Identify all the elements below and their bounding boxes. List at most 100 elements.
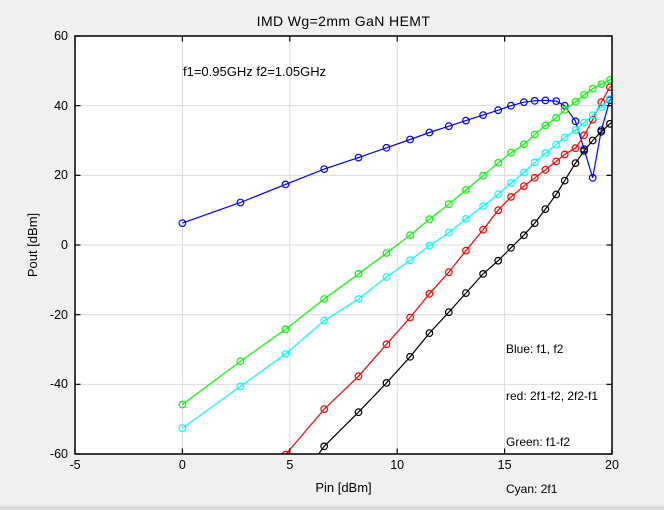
data-marker (588, 111, 597, 119)
y-tick-label: -40 (49, 377, 68, 392)
data-marker (530, 96, 539, 105)
plot-title: IMD Wg=2mm GaN HEMT (256, 13, 431, 29)
data-marker (479, 225, 488, 234)
data-marker (494, 158, 503, 167)
data-marker (178, 219, 187, 228)
legend-line-green: Green: f1-f2 (506, 435, 571, 449)
data-marker (494, 190, 503, 199)
data-marker (606, 76, 612, 84)
data-marker (406, 313, 415, 322)
data-marker (552, 97, 561, 105)
data-marker (444, 308, 453, 317)
data-marker (354, 270, 363, 278)
data-marker (354, 295, 363, 303)
data-marker (320, 165, 329, 174)
data-marker (406, 135, 415, 144)
data-marker (541, 121, 550, 130)
legend-line-red: red: 2f1-f2, 2f2-f1 (506, 388, 599, 403)
data-marker (444, 228, 453, 237)
x-axis-label: Pin [dBm] (315, 480, 372, 495)
window-bottom-edge (0, 506, 664, 510)
data-marker (444, 268, 453, 277)
data-marker (560, 176, 569, 185)
data-marker (382, 340, 391, 349)
data-marker (406, 256, 415, 265)
x-tick-label: 0 (178, 458, 186, 472)
series-line-f1-f2 (182, 77, 612, 405)
data-marker (236, 198, 245, 207)
data-marker (619, 111, 626, 118)
data-marker (541, 205, 550, 214)
data-marker (494, 256, 503, 265)
data-marker (560, 133, 569, 142)
x-tick-label: -5 (69, 458, 81, 472)
y-tick-label: 40 (54, 98, 68, 113)
data-marker (530, 130, 539, 139)
data-marker (281, 350, 290, 358)
data-marker (462, 186, 470, 194)
data-marker (178, 424, 187, 433)
data-marker (530, 173, 539, 182)
legend: Blue: f1, f2 red: 2f1-f2, 2f2-f1 Green: … (506, 311, 598, 510)
data-marker (580, 131, 588, 140)
data-marker (281, 325, 290, 334)
data-marker (507, 148, 515, 157)
data-marker (541, 96, 550, 105)
y-tick-label: 0 (61, 238, 68, 252)
data-marker (425, 128, 434, 137)
data-marker (520, 182, 528, 191)
data-marker (597, 80, 606, 88)
data-marker (354, 153, 363, 162)
data-marker (494, 206, 503, 215)
data-marker (462, 246, 470, 255)
data-marker (619, 68, 626, 75)
data-marker (530, 219, 539, 228)
data-marker (588, 136, 597, 145)
data-marker (425, 215, 434, 224)
data-marker (382, 143, 391, 152)
data-marker (580, 118, 588, 127)
data-marker (560, 101, 569, 110)
data-marker (479, 202, 488, 210)
data-marker (580, 146, 588, 155)
data-marker (560, 105, 569, 114)
data-marker (530, 158, 539, 167)
data-marker (520, 231, 528, 240)
data-marker (425, 289, 434, 298)
legend-line-cyan: Cyan: 2f1 (506, 481, 558, 496)
data-marker (507, 243, 515, 252)
data-marker (320, 405, 329, 414)
data-marker (382, 379, 391, 387)
data-marker (479, 111, 488, 119)
data-marker (382, 273, 391, 281)
data-marker (552, 157, 561, 166)
series-line-2f1 (182, 97, 612, 429)
data-marker (588, 173, 597, 182)
data-marker (354, 408, 363, 417)
data-marker (444, 200, 453, 209)
data-marker (462, 289, 470, 298)
data-marker (597, 127, 606, 136)
data-marker (520, 98, 528, 107)
data-marker (552, 190, 561, 199)
data-marker (444, 122, 453, 131)
data-marker (320, 442, 329, 451)
data-marker (552, 140, 561, 149)
data-marker (520, 140, 528, 149)
y-tick-label: -20 (49, 307, 68, 322)
y-tick-label: -60 (49, 447, 68, 461)
data-marker (520, 168, 528, 177)
data-marker (541, 149, 550, 157)
data-marker (588, 84, 597, 93)
data-marker (588, 115, 597, 124)
data-marker (552, 113, 561, 122)
series-layer (178, 68, 626, 454)
data-marker (406, 352, 415, 361)
data-marker (354, 372, 363, 381)
data-marker (320, 295, 329, 303)
data-marker (320, 316, 329, 325)
data-marker (462, 116, 470, 125)
data-marker (236, 382, 245, 391)
